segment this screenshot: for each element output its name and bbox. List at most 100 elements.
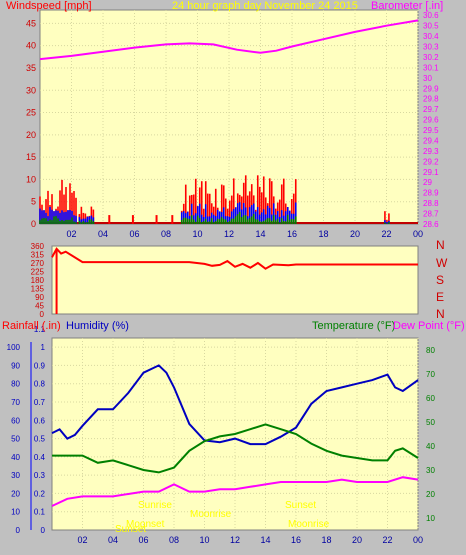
humidity-y-tick-20: 20 xyxy=(11,489,20,498)
direction-y-tick-135: 135 xyxy=(31,285,45,294)
baro-y-tick-30: 30 xyxy=(423,74,432,83)
barometer-axis-label: Barometer [.in] xyxy=(371,0,444,12)
humidity-y-tick-30: 30 xyxy=(11,471,20,480)
weather-x-tick-02: 02 xyxy=(77,535,87,545)
weather-x-tick-08: 08 xyxy=(169,535,179,545)
series-humidity xyxy=(51,364,419,446)
temp-y-tick-60: 60 xyxy=(426,394,435,403)
baro-y-tick-28.7: 28.7 xyxy=(423,210,439,219)
weather-x-tick-20: 20 xyxy=(352,535,362,545)
baro-y-tick-28.9: 28.9 xyxy=(423,189,439,198)
baro-y-tick-29.7: 29.7 xyxy=(423,105,439,114)
rain-y-tick-0.3: 0.3 xyxy=(34,471,46,480)
wind-y-tick-35: 35 xyxy=(26,63,36,73)
annotation-moonrise-2: Moonrise xyxy=(288,519,330,530)
direction-y-tick-315: 315 xyxy=(31,251,45,260)
rainfall-axis-label: Rainfall (.in) xyxy=(2,320,61,332)
humidity-y-tick-100: 100 xyxy=(7,343,21,352)
temp-y-tick-40: 40 xyxy=(426,442,435,451)
humidity-y-tick-50: 50 xyxy=(11,435,20,444)
humidity-y-tick-40: 40 xyxy=(11,453,20,462)
baro-y-tick-29.1: 29.1 xyxy=(423,168,439,177)
rain-y-tick-1.1: 1.1 xyxy=(34,325,46,334)
direction-n-top: N xyxy=(436,238,445,252)
humidity-y-tick-70: 70 xyxy=(11,398,20,407)
temp-y-tick-80: 80 xyxy=(426,346,435,355)
baro-y-tick-29: 29 xyxy=(423,178,432,187)
temp-y-tick-20: 20 xyxy=(426,490,435,499)
baro-y-tick-30.3: 30.3 xyxy=(423,43,439,52)
baro-y-tick-29.9: 29.9 xyxy=(423,84,439,93)
wind-direction-line xyxy=(51,247,418,270)
humidity-y-tick-0: 0 xyxy=(16,526,21,535)
direction-e: E xyxy=(436,290,445,304)
baro-y-tick-30.1: 30.1 xyxy=(423,63,439,72)
wind-y-tick-20: 20 xyxy=(26,130,36,140)
wind-x-tick-18: 18 xyxy=(318,229,328,239)
weather-x-tick-10: 10 xyxy=(199,535,209,545)
weather-x-tick-18: 18 xyxy=(321,535,331,545)
wind-plot-area xyxy=(39,9,419,225)
wind-x-tick-00: 00 xyxy=(413,229,423,239)
direction-y-tick-225: 225 xyxy=(31,268,45,277)
annotation-sunset-1: Sunset xyxy=(115,524,147,535)
direction-y-tick-180: 180 xyxy=(31,276,45,285)
rain-y-tick-0.6: 0.6 xyxy=(34,416,46,425)
direction-y-tick-45: 45 xyxy=(35,302,44,311)
wind-x-tick-20: 20 xyxy=(350,229,360,239)
weather-x-tick-16: 16 xyxy=(291,535,301,545)
temp-y-tick-10: 10 xyxy=(426,514,435,523)
windspeed-axis-label: Windspeed [mph] xyxy=(6,0,92,12)
wind-y-tick-5: 5 xyxy=(31,197,36,207)
wind-y-tick-40: 40 xyxy=(26,41,36,51)
temperature-axis-label: Temperature (°F) xyxy=(312,320,396,332)
baro-y-tick-29.8: 29.8 xyxy=(423,95,439,104)
direction-y-tick-270: 270 xyxy=(31,259,45,268)
series-temperature xyxy=(52,423,419,474)
direction-plot-area xyxy=(51,245,419,315)
wind-y-tick-45: 45 xyxy=(26,18,36,28)
rain-y-tick-0.4: 0.4 xyxy=(34,453,46,462)
baro-y-tick-30.4: 30.4 xyxy=(423,32,439,41)
rain-y-tick-0.2: 0.2 xyxy=(34,489,46,498)
direction-w: W xyxy=(436,256,448,270)
series-dew-point xyxy=(51,476,419,507)
wind-y-tick-10: 10 xyxy=(26,174,36,184)
rain-y-tick-0.9: 0.9 xyxy=(34,361,46,370)
humidity-y-tick-80: 80 xyxy=(11,380,20,389)
wind-x-tick-14: 14 xyxy=(255,229,265,239)
wind-x-tick-06: 06 xyxy=(129,229,139,239)
baro-y-tick-29.3: 29.3 xyxy=(423,147,439,156)
baro-y-tick-30.2: 30.2 xyxy=(423,53,439,62)
rain-y-tick-0.5: 0.5 xyxy=(34,435,46,444)
weather-x-tick-22: 22 xyxy=(382,535,392,545)
baro-y-tick-28.8: 28.8 xyxy=(423,199,439,208)
barometer-line xyxy=(39,19,419,61)
direction-y-tick-360: 360 xyxy=(31,242,45,251)
humidity-y-tick-10: 10 xyxy=(11,508,20,517)
weather-x-tick-00: 00 xyxy=(413,535,423,545)
direction-s: S xyxy=(436,273,445,287)
baro-y-tick-29.2: 29.2 xyxy=(423,157,439,166)
weather-x-tick-06: 06 xyxy=(138,535,148,545)
weather-x-tick-04: 04 xyxy=(108,535,118,545)
baro-y-tick-29.4: 29.4 xyxy=(423,136,439,145)
annotation-sunrise: Sunrise xyxy=(138,500,172,511)
annotation-sunset-2: Sunset xyxy=(285,500,317,511)
baro-y-tick-28.6: 28.6 xyxy=(423,220,439,229)
wind-x-tick-16: 16 xyxy=(287,229,297,239)
wind-y-tick-30: 30 xyxy=(26,85,36,95)
rain-y-tick-0: 0 xyxy=(41,526,46,535)
direction-y-tick-90: 90 xyxy=(35,293,44,302)
humidity-y-tick-60: 60 xyxy=(11,416,20,425)
humidity-axis-label: Humidity (%) xyxy=(66,320,129,332)
annotation-moonrise-1: Moonrise xyxy=(190,509,232,520)
dewpoint-axis-label: Dew Point (°F) xyxy=(393,320,465,332)
baro-y-tick-29.6: 29.6 xyxy=(423,116,439,125)
wind-x-tick-08: 08 xyxy=(161,229,171,239)
wind-y-tick-0: 0 xyxy=(31,219,36,229)
wind-y-tick-25: 25 xyxy=(26,108,36,118)
temp-y-tick-50: 50 xyxy=(426,418,435,427)
